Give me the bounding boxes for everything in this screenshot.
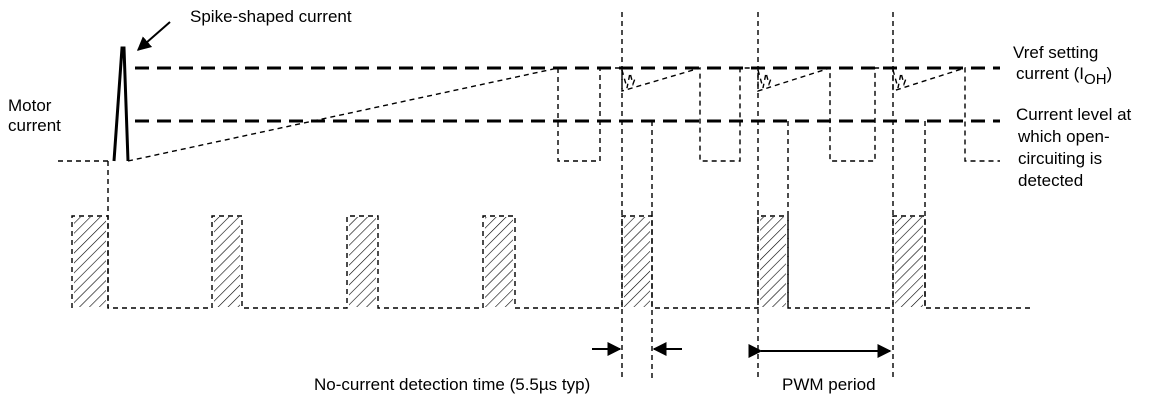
detection-pulse-train: [71, 215, 1030, 309]
masked-pulse: [214, 217, 240, 307]
open-circuit-label-3: circuiting is: [1018, 149, 1102, 168]
masked-pulse: [760, 217, 786, 307]
open-circuit-label-1: Current level at: [1016, 105, 1132, 124]
motor-current-label-2: current: [8, 116, 61, 135]
vref-subscript: OH: [1084, 71, 1107, 88]
motor-current-waveform: [58, 67, 1000, 162]
open-circuit-label-4: detected: [1018, 171, 1083, 190]
open-circuit-label-2: which open-: [1017, 127, 1110, 146]
masked-pulse: [895, 217, 923, 307]
spike-pointer-arrow: [136, 21, 171, 51]
current-ringing: [621, 69, 908, 89]
masked-pulse: [624, 217, 650, 307]
masked-pulse: [349, 217, 376, 307]
motor-current-label-1: Motor: [8, 96, 52, 115]
spike-label: Spike-shaped current: [190, 7, 352, 26]
masked-pulse: [74, 217, 106, 307]
no-current-detection-label: No-current detection time (5.5µs typ): [314, 375, 590, 394]
vref-label-1: Vref setting: [1013, 43, 1098, 62]
masked-pulse: [485, 217, 513, 307]
pwm-period-label: PWM period: [782, 375, 876, 394]
spike-shaped-current: [112, 46, 130, 162]
vref-label-2: current (IOH): [1016, 64, 1112, 88]
